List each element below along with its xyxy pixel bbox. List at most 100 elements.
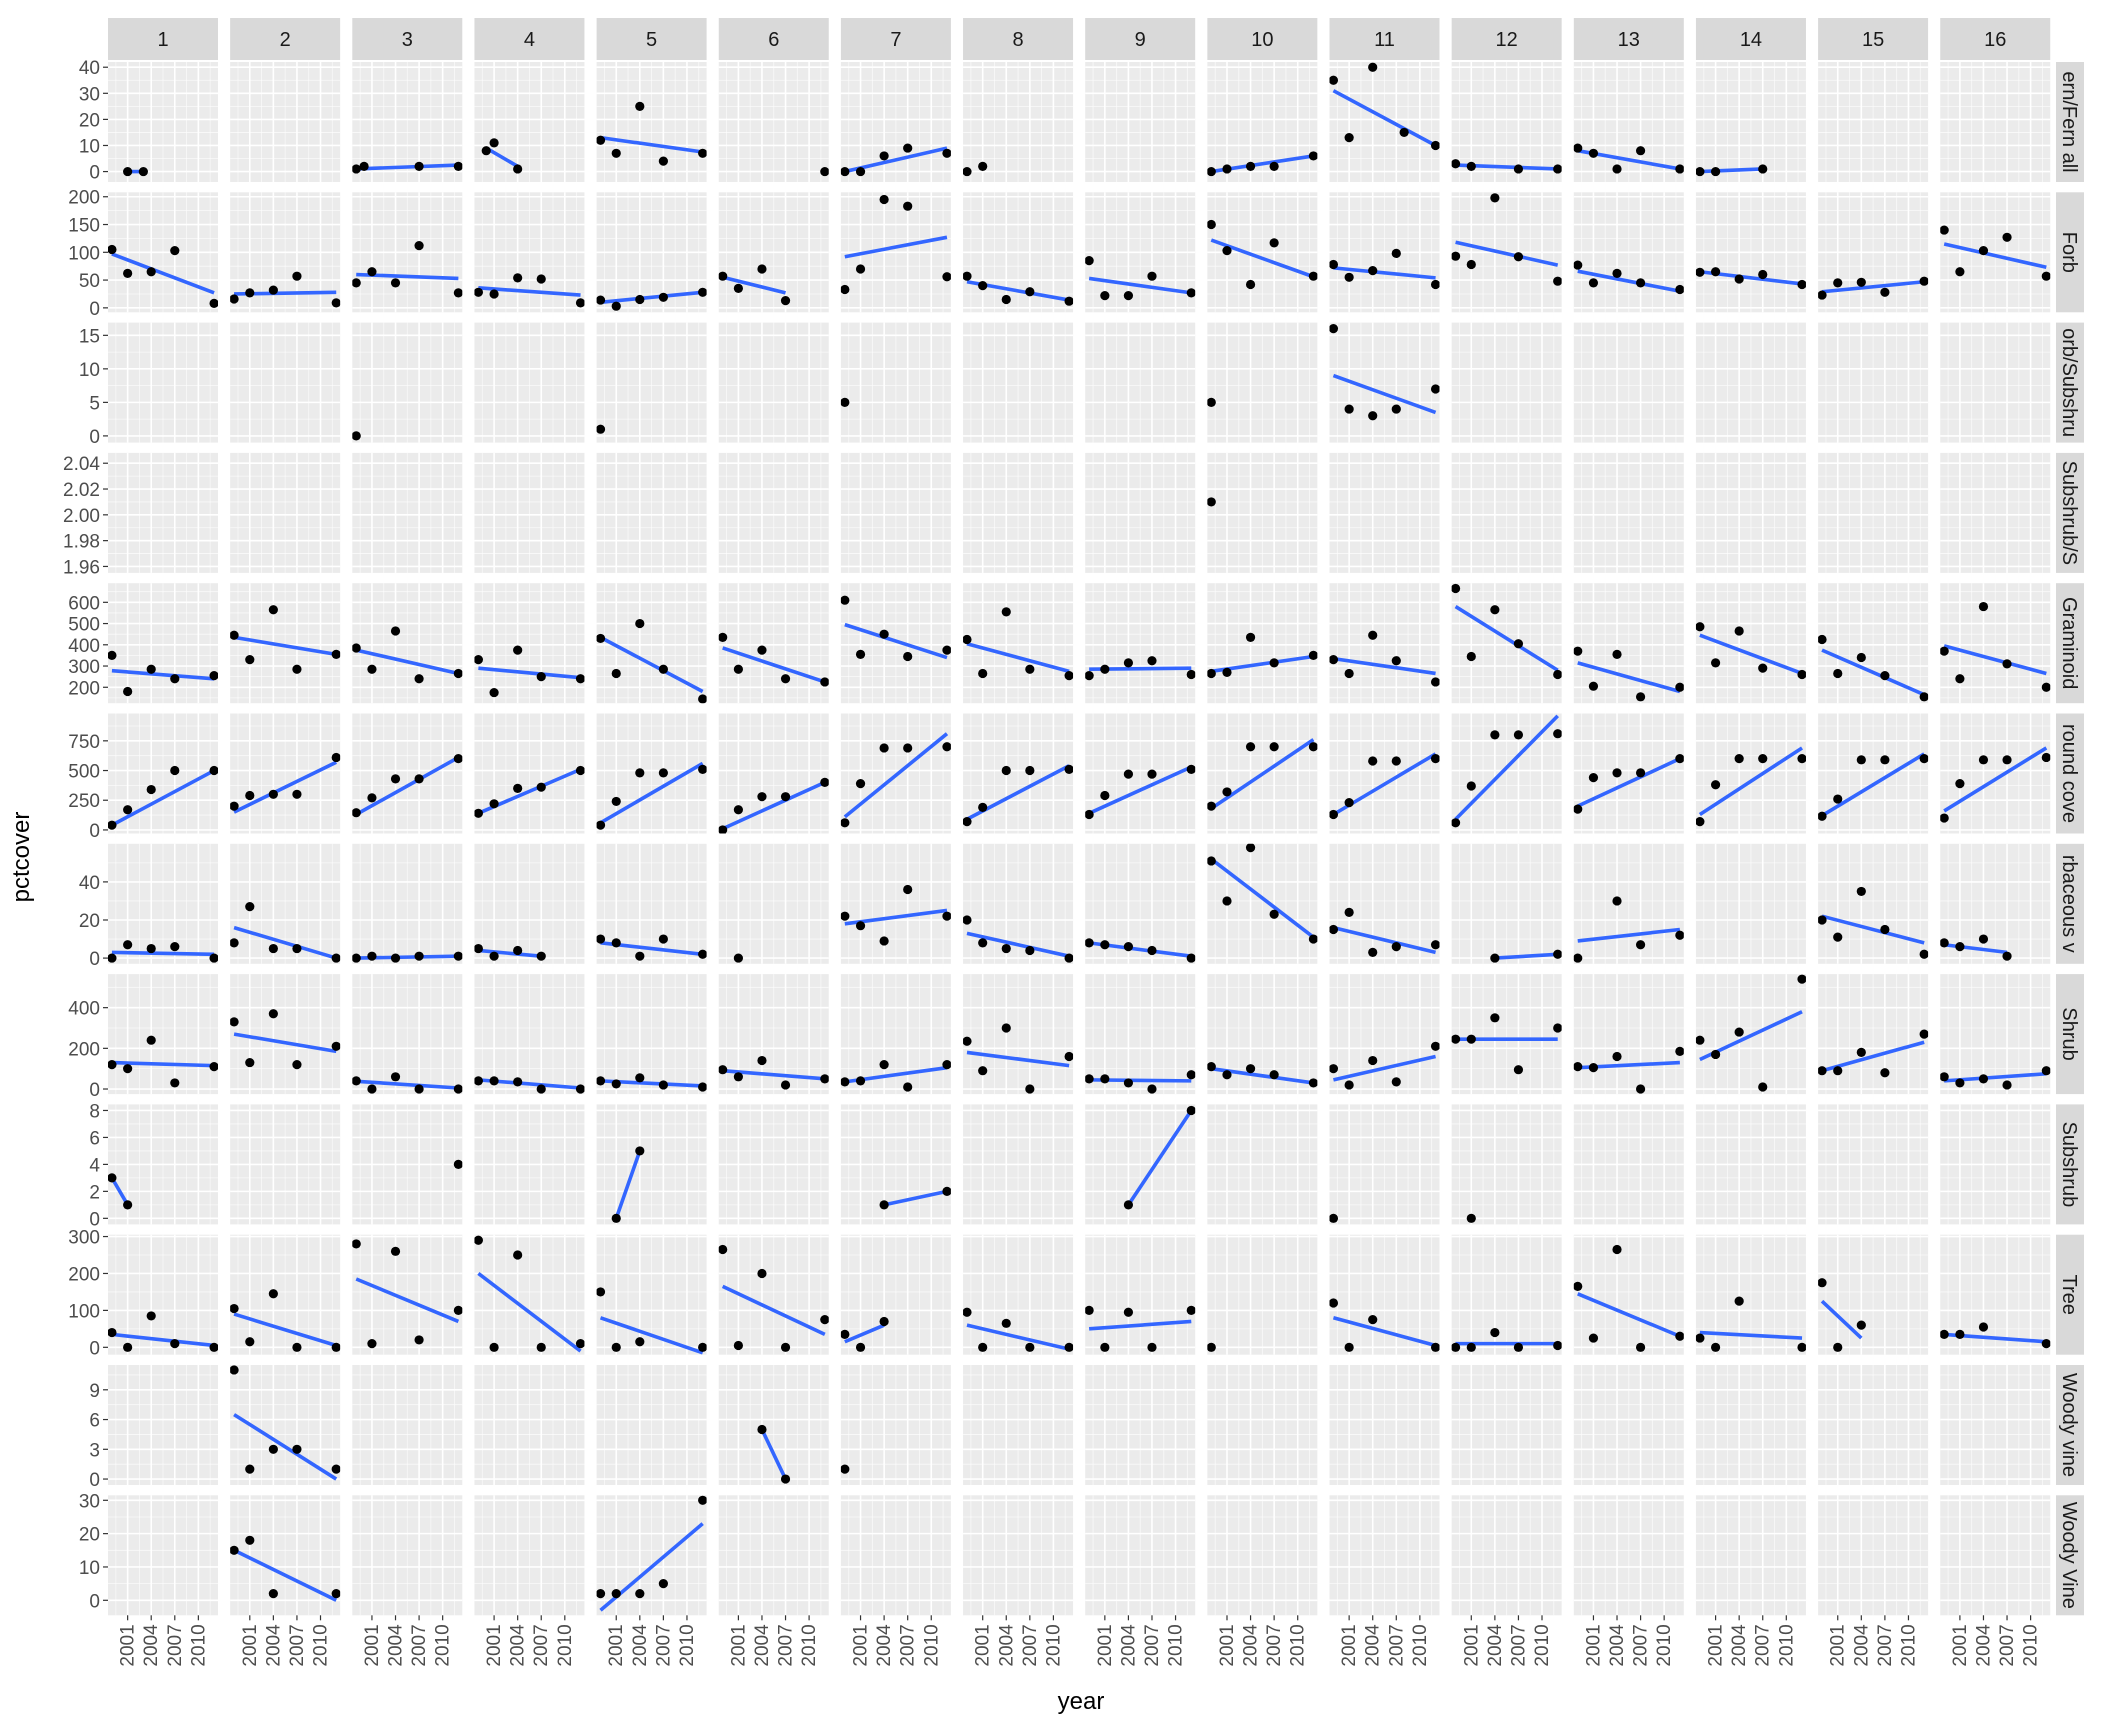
data-point bbox=[367, 664, 377, 674]
fit-line bbox=[1454, 605, 1559, 672]
panel-r7-c11 bbox=[1451, 974, 1562, 1095]
data-point bbox=[1758, 1082, 1768, 1092]
fit-line bbox=[844, 622, 948, 660]
data-point bbox=[1797, 669, 1806, 680]
data-point bbox=[1955, 778, 1965, 789]
panel-marks-r4-c8 bbox=[1085, 656, 1196, 681]
data-point bbox=[1695, 622, 1705, 632]
fit-line bbox=[478, 948, 542, 958]
data-point bbox=[978, 281, 988, 291]
panel-r4-c15 bbox=[1940, 583, 2051, 704]
x-tick-label: 2001 bbox=[1950, 1624, 1971, 1666]
panel-marks-r0-c5 bbox=[820, 166, 829, 177]
data-point bbox=[367, 267, 377, 277]
data-point bbox=[1085, 256, 1094, 266]
data-point bbox=[820, 1074, 829, 1084]
panel-r11-c1 bbox=[230, 1495, 341, 1616]
row-strip bbox=[2056, 843, 2084, 964]
panel-r7-c2 bbox=[352, 974, 463, 1095]
data-point bbox=[1553, 1023, 1562, 1033]
data-point bbox=[1553, 1340, 1562, 1351]
data-point bbox=[1186, 288, 1196, 298]
data-point bbox=[1833, 1066, 1843, 1076]
fit-line bbox=[721, 1284, 826, 1337]
panel-r10-c0 bbox=[108, 1365, 218, 1485]
panel-r11-c5 bbox=[718, 1495, 829, 1616]
y-tick-label: 2.04 bbox=[63, 454, 100, 475]
panel-r10-c14 bbox=[1818, 1365, 1929, 1485]
x-tick-label: 2007 bbox=[1997, 1624, 2018, 1666]
panel-marks-r5-c13 bbox=[1695, 746, 1806, 827]
row-strip-label: Forb bbox=[2058, 232, 2080, 273]
data-point bbox=[1940, 1329, 1949, 1339]
fit-line bbox=[1088, 765, 1193, 815]
data-point bbox=[1391, 656, 1401, 666]
data-point bbox=[1612, 896, 1622, 906]
data-point bbox=[1466, 651, 1476, 662]
data-point bbox=[1245, 161, 1256, 171]
x-tick-label: 2001 bbox=[606, 1624, 627, 1666]
data-point bbox=[1001, 765, 1011, 776]
data-point bbox=[1329, 324, 1339, 334]
data-point bbox=[1797, 974, 1806, 984]
fit-line bbox=[1577, 927, 1681, 943]
data-point bbox=[1513, 252, 1524, 262]
data-point bbox=[855, 649, 866, 659]
data-point bbox=[1207, 166, 1216, 177]
data-point bbox=[1695, 166, 1705, 177]
data-point bbox=[1064, 1342, 1074, 1352]
x-tick-label: 2004 bbox=[1363, 1624, 1384, 1667]
panel-marks-r8-c4 bbox=[611, 1146, 645, 1223]
panel-marks-r9-c2 bbox=[352, 1239, 463, 1349]
x-tick-label: 2004 bbox=[1241, 1624, 1262, 1667]
data-point bbox=[453, 754, 463, 764]
panel-marks-r1-c14 bbox=[1818, 276, 1929, 300]
panel-marks-r7-c1 bbox=[230, 1009, 341, 1070]
data-point bbox=[123, 805, 133, 815]
data-point bbox=[611, 1213, 621, 1223]
data-point bbox=[1430, 384, 1440, 394]
data-point bbox=[1675, 164, 1684, 174]
panel-r11-c0 bbox=[108, 1495, 218, 1616]
panel-marks-r7-c5 bbox=[718, 1055, 829, 1090]
fit-line bbox=[233, 760, 338, 814]
data-point bbox=[1612, 768, 1622, 778]
panel-marks-r2-c9 bbox=[1207, 397, 1216, 407]
fit-line bbox=[355, 755, 460, 817]
x-tick-label: 2010 bbox=[1166, 1624, 1187, 1666]
y-tick-label: 400 bbox=[68, 999, 100, 1020]
panel-r4-c1 bbox=[230, 583, 341, 704]
data-point bbox=[1329, 75, 1339, 85]
panel-r2-c2 bbox=[352, 322, 463, 443]
panel-r8-c15 bbox=[1940, 1104, 2051, 1225]
data-point bbox=[1734, 274, 1744, 284]
data-point bbox=[1147, 271, 1157, 281]
panel-marks-r2-c6 bbox=[840, 397, 850, 407]
panel-marks-r4-c6 bbox=[840, 595, 951, 662]
panel-marks-r4-c13 bbox=[1695, 622, 1806, 680]
x-tick-label: 2004 bbox=[263, 1624, 284, 1667]
data-point bbox=[611, 148, 621, 158]
data-point bbox=[1001, 607, 1011, 617]
y-tick-label: 200 bbox=[68, 188, 100, 209]
data-point bbox=[146, 664, 156, 674]
data-point bbox=[840, 911, 850, 921]
panel-marks-r11-c1 bbox=[230, 1535, 341, 1602]
row-strip bbox=[2056, 1104, 2084, 1225]
data-point bbox=[780, 296, 791, 306]
y-tick-label: 1.98 bbox=[63, 532, 100, 553]
data-point bbox=[1344, 404, 1354, 414]
data-point bbox=[331, 1464, 341, 1474]
fit-line bbox=[1943, 644, 2047, 676]
data-point bbox=[718, 1065, 728, 1075]
panel-marks-r9-c15 bbox=[1940, 1322, 2051, 1349]
data-point bbox=[1222, 787, 1232, 797]
data-point bbox=[536, 672, 546, 682]
panel-marks-r0-c0 bbox=[123, 166, 148, 177]
data-point bbox=[1207, 497, 1216, 507]
column-strip-label-9: 9 bbox=[1135, 29, 1146, 51]
panel-r10-c12 bbox=[1573, 1365, 1684, 1485]
data-point bbox=[1513, 1065, 1524, 1075]
data-point bbox=[903, 1082, 913, 1092]
panel-marks-r6-c10 bbox=[1329, 907, 1440, 957]
